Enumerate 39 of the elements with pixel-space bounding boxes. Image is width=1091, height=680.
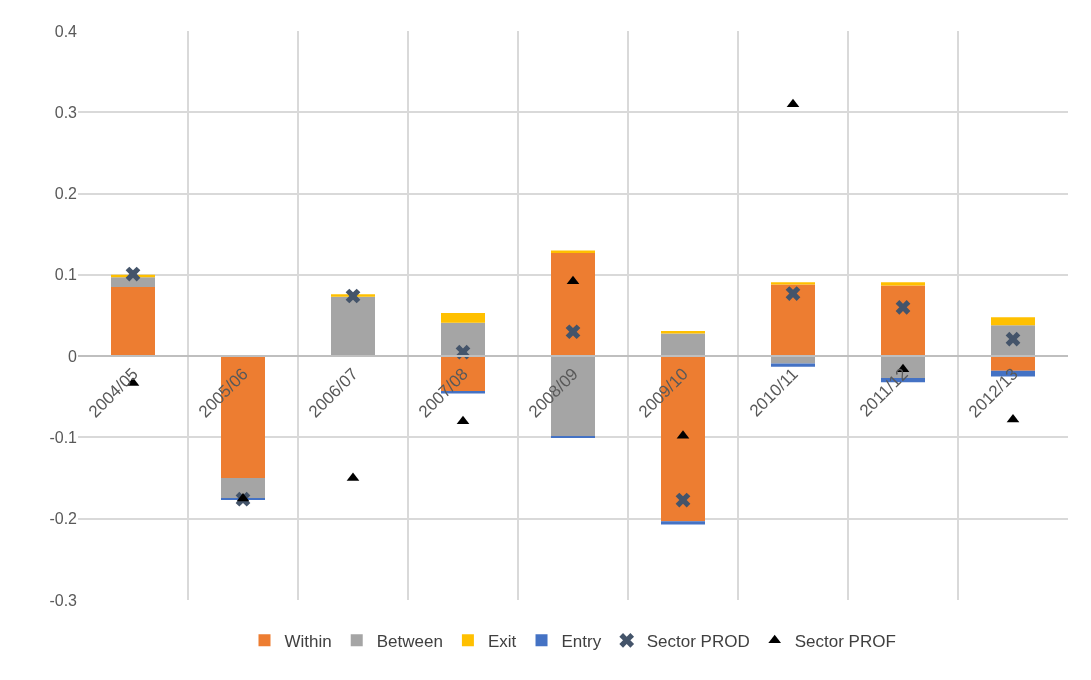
bar — [881, 282, 925, 286]
legend-label: Between — [376, 631, 443, 651]
bar — [991, 325, 1035, 357]
point — [675, 492, 691, 508]
bar — [331, 296, 375, 357]
y-tick-label: 0.2 — [54, 185, 78, 203]
legend-label: Sector PROF — [794, 631, 896, 651]
y-tick-label: 0.4 — [54, 22, 78, 40]
bar — [551, 252, 595, 357]
point — [125, 266, 141, 282]
point — [565, 324, 581, 340]
bar — [771, 282, 815, 285]
legend-label: Exit — [487, 631, 517, 651]
y-tick-label: -0.1 — [49, 429, 78, 447]
bar — [661, 333, 705, 357]
bar — [881, 285, 925, 357]
point — [785, 286, 801, 301]
bar — [221, 478, 265, 499]
bar — [771, 284, 815, 357]
bar — [991, 317, 1035, 326]
legend-label: Entry — [561, 631, 602, 651]
bar — [771, 363, 815, 367]
point — [236, 492, 250, 502]
bar — [441, 322, 485, 357]
y-tick-label: 0.3 — [54, 103, 78, 121]
y-tick-label: 0.1 — [54, 266, 78, 284]
bar — [111, 287, 155, 357]
legend-label: Sector PROD — [646, 631, 750, 651]
y-tick-label: -0.2 — [49, 510, 78, 528]
bar — [441, 313, 485, 323]
y-tick-label: 0 — [68, 347, 78, 365]
bar — [661, 521, 705, 525]
legend-label: Within — [284, 631, 332, 651]
point — [566, 275, 580, 285]
bar — [111, 277, 155, 288]
point — [895, 300, 911, 315]
bar — [551, 250, 595, 253]
point — [345, 288, 361, 304]
y-tick-label: -0.3 — [49, 591, 78, 609]
